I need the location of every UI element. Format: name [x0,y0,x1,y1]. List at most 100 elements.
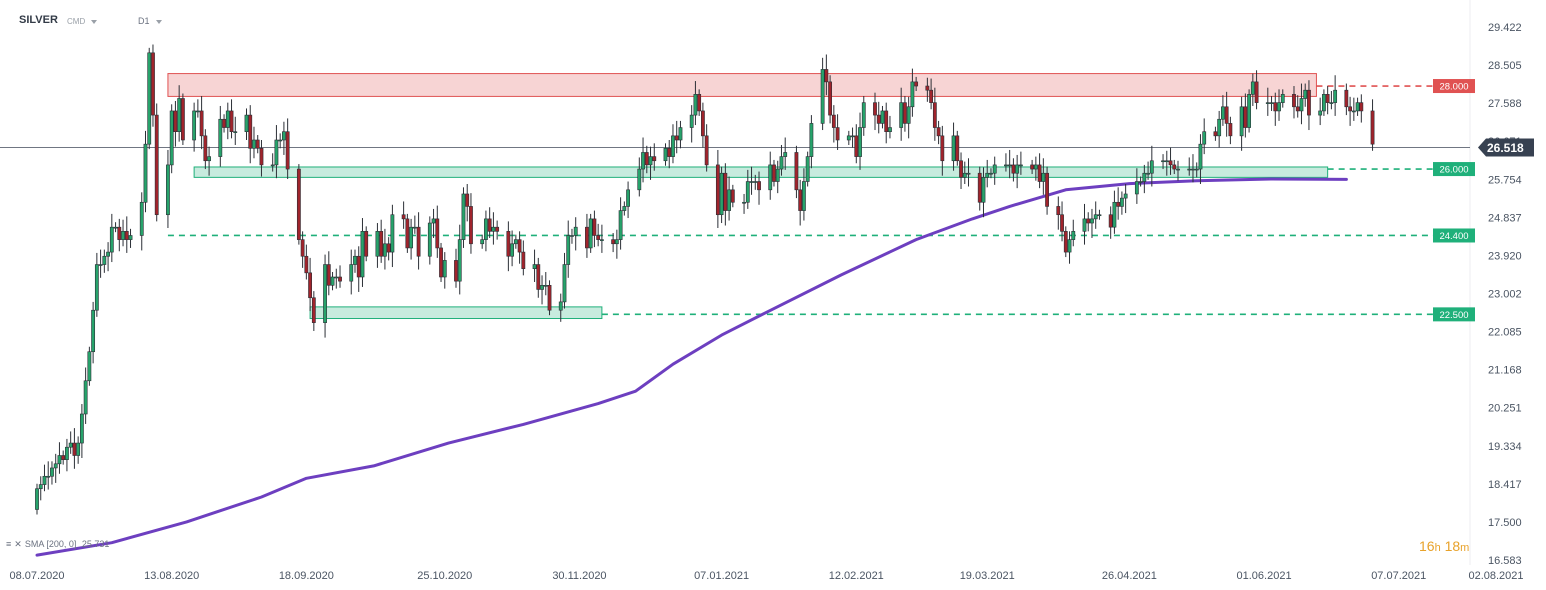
candle-up [779,156,784,170]
candle-up [375,231,380,257]
candle-down [547,285,552,311]
candle-down [222,118,226,128]
candle-down [199,110,204,137]
level-label: 22.500 [1439,310,1468,321]
candle-down [229,110,234,132]
timeframe-selector[interactable]: D1 [138,16,162,26]
candle-down [203,135,208,162]
candle-down [379,231,384,257]
x-tick-label: 13.08.2020 [144,570,199,582]
candle-down [701,110,705,137]
candle-up [169,110,174,166]
candle-down [757,181,761,191]
candle-down [932,102,937,128]
candle-up [962,172,967,178]
candle-up [888,127,892,132]
candle-down [835,127,840,141]
candle-up [128,235,133,240]
indicator-settings-text: SMA [200, 0] [24,539,77,549]
candle-up [1318,110,1323,116]
candle-up [147,52,152,145]
candle-up [42,475,47,485]
candle-up [992,164,997,174]
indicator-close-icon[interactable]: ✕ [14,539,22,549]
candle-down [465,193,470,207]
candle-down [697,94,702,112]
candle-up [614,239,619,245]
candle-up [570,235,574,237]
candle-down [831,114,836,128]
candle-up [951,135,956,162]
y-tick-label: 28.505 [1488,60,1522,72]
candle-up [1067,239,1072,253]
candle-up [910,81,915,108]
candle-up [98,264,103,266]
candle-down [1228,123,1233,137]
candle-up [442,260,447,278]
candle-up [802,181,806,211]
candle-up [1355,102,1360,112]
candle-down [1292,94,1296,108]
candle-up [87,351,92,382]
candle-up [431,218,436,224]
candle-up [409,226,414,249]
candle-up [233,131,238,133]
candle-up [566,235,571,265]
candle-down [772,164,776,182]
candle-down [828,81,832,116]
price-zone [167,73,1317,97]
candle-up [641,152,645,170]
candle-down [405,218,410,249]
candle-up [1119,197,1124,207]
candle-down [1011,164,1016,174]
candle-down [925,85,930,91]
level-label: 28.000 [1439,82,1468,93]
candle-down [794,152,799,191]
candle-down [1063,231,1068,253]
candle-up [1071,231,1076,240]
current-price-tag-bg [1478,138,1534,157]
candle-up [218,118,223,157]
candle-down [1273,102,1278,112]
candle-down [469,206,473,245]
x-tick-label: 26.04.2021 [1102,570,1157,582]
candle-up [383,243,387,257]
candle-up [139,201,144,236]
candle-up [1269,102,1274,104]
candle-up [513,239,518,245]
candle-up [46,475,51,478]
instrument-type-selector[interactable]: CMD [67,17,98,26]
candle-down [506,231,511,257]
candle-down [173,110,178,132]
price-zone [193,166,1329,178]
indicator-settings-icon[interactable]: ≡ [6,539,12,549]
candle-down [308,272,312,299]
countdown-hours: 16 [1419,538,1435,554]
candle-up [177,98,182,132]
candle-up [678,127,683,141]
candle-down [1325,94,1330,103]
candle-up [1221,106,1225,120]
candle-up [113,226,118,229]
candle-down [1295,106,1300,112]
candle-down [884,110,889,132]
candle-up [989,172,993,175]
candle-up [480,239,485,245]
candle-up [461,193,466,240]
candle-down [151,52,155,116]
y-tick-label: 29.422 [1488,22,1522,34]
candle-up [648,156,653,166]
candle-up [1333,89,1338,103]
symbol-name[interactable]: SILVER [19,14,58,26]
candle-up [57,455,62,465]
level-label-bg [1433,228,1475,243]
candle-down [435,218,440,249]
candle-down [300,239,305,257]
candle-down [1056,206,1061,216]
candle-up [360,231,365,278]
candle-down [1359,102,1364,112]
candle-down [959,160,963,178]
candle-down [1045,172,1049,207]
candle-up [143,143,148,203]
